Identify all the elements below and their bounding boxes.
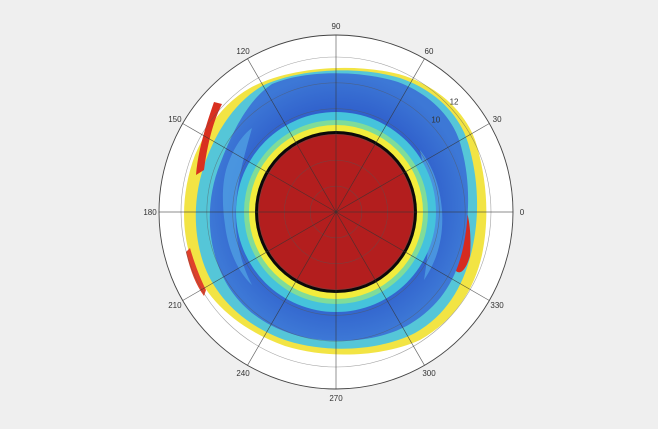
angular-tick-label: 60 (425, 47, 434, 56)
angular-tick-label: 270 (329, 394, 343, 403)
grid-spoke (335, 211, 490, 301)
angular-tick-label: 90 (332, 22, 341, 31)
polar-grid (158, 34, 514, 390)
angular-tick-label: 330 (490, 301, 504, 310)
grid-spoke (182, 123, 337, 213)
angular-tick-labels: 0 30 60 90 120 150 180 210 240 270 300 330 (143, 22, 524, 403)
angular-tick-label: 210 (168, 301, 182, 310)
angular-tick-label: 30 (493, 115, 502, 124)
left-bottom-red-spot (186, 248, 206, 296)
grid-spoke (247, 211, 337, 366)
grid-spoke (335, 211, 425, 366)
angular-tick-label: 120 (236, 47, 250, 56)
angular-tick-label: 240 (236, 369, 250, 378)
radial-tick-label: 12 (450, 97, 459, 106)
radial-tick-labels: 10 12 (431, 97, 459, 124)
grid-spoke (247, 58, 337, 213)
light-blue-patch-left (222, 128, 252, 285)
angular-tick-label: 0 (520, 208, 525, 217)
grid-spoke (335, 58, 425, 213)
radial-tick-label: 10 (431, 116, 440, 125)
angular-tick-label: 180 (143, 208, 157, 217)
angular-tick-label: 300 (422, 369, 436, 378)
angular-tick-label: 150 (168, 115, 182, 124)
grid-spoke (335, 123, 490, 213)
grid-spoke (182, 211, 337, 301)
